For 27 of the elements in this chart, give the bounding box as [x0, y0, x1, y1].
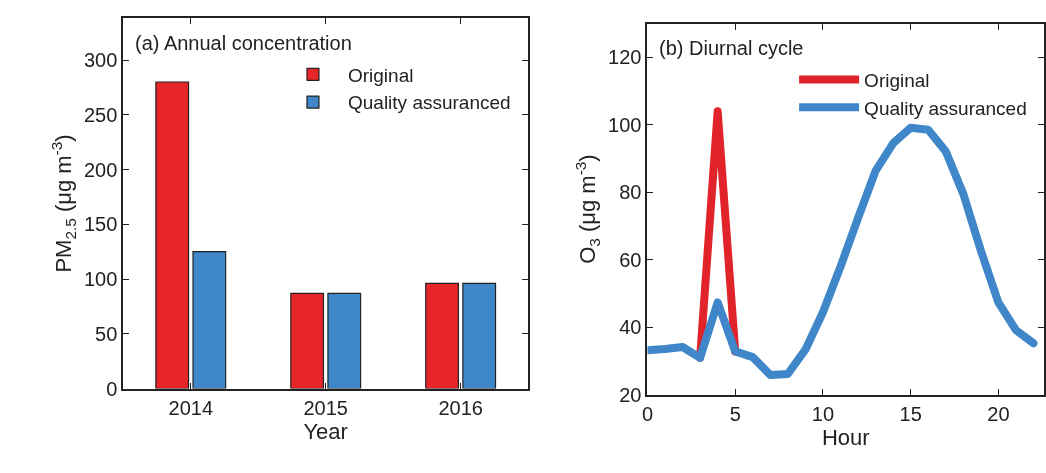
y-tick-label: 60 — [619, 248, 642, 271]
legend-label: Quality assuranced — [347, 92, 511, 114]
x-tick-label: 15 — [899, 402, 922, 425]
legend-label: Quality assuranced — [864, 97, 1027, 119]
x-tick-label: 5 — [729, 402, 741, 425]
y-tick-label: 250 — [83, 103, 118, 126]
x-tick-label: 20 — [987, 402, 1010, 425]
y-tick-label: 0 — [106, 377, 118, 400]
y-tick-label: 100 — [608, 113, 642, 136]
legend-label: Original — [864, 69, 930, 91]
x-tick-label: 2015 — [303, 396, 348, 419]
x-axis-title: Hour — [821, 424, 870, 450]
y-tick-label: 150 — [83, 213, 118, 236]
x-tick-label: 2014 — [168, 396, 214, 419]
legend-label: Original — [347, 64, 414, 86]
y-tick-label: 200 — [83, 158, 118, 181]
text: (b) Diurnal cycle — [659, 37, 804, 59]
y-tick-label: 300 — [83, 49, 118, 72]
y-tick-label: 50 — [95, 322, 118, 345]
text: (a) Annual concentration — [135, 32, 352, 54]
y-tick-label: 40 — [619, 316, 642, 339]
x-axis-title: Year — [303, 418, 348, 444]
y-tick-label: 100 — [83, 268, 118, 291]
y-tick-label: 80 — [619, 181, 642, 204]
x-tick-label: 2016 — [438, 396, 483, 419]
x-tick-label: 10 — [811, 402, 835, 425]
y-tick-label: 120 — [608, 46, 642, 69]
